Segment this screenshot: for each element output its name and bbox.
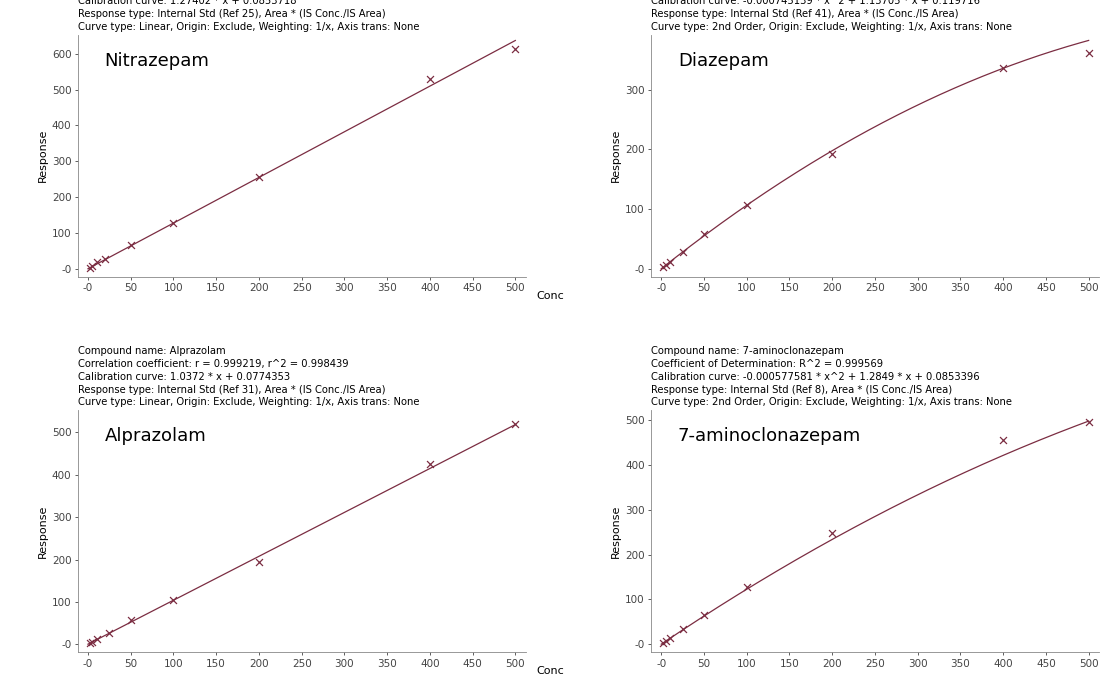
Text: Compound name: 7-aminoclonazepam
Coefficient of Determination: R^2 = 0.999569
Ca: Compound name: 7-aminoclonazepam Coeffic… [650,346,1012,407]
Point [250,171,268,183]
Point [1080,47,1098,58]
Point [995,435,1012,446]
Point [81,262,99,273]
Point [824,527,841,539]
Point [97,253,114,264]
Point [83,636,101,648]
Text: Conc: Conc [537,666,565,676]
Point [506,44,524,55]
Point [100,627,118,638]
Point [88,257,105,268]
Text: Diazepam: Diazepam [678,51,768,69]
Point [738,582,756,593]
Point [654,637,672,648]
Point [88,634,105,645]
Point [506,418,524,430]
Point [674,246,692,257]
Point [660,256,678,267]
Text: 7-aminoclonazepam: 7-aminoclonazepam [678,427,861,445]
Text: Compound name: Nitrazepam
Correlation coefficient: r = 0.999547, r^2 = 0.999094
: Compound name: Nitrazepam Correlation co… [78,0,420,32]
Y-axis label: Response: Response [38,505,48,558]
Point [164,594,182,605]
Y-axis label: Response: Response [610,505,620,558]
Point [421,459,438,470]
Point [824,148,841,159]
Point [674,624,692,635]
Point [660,633,678,644]
Y-axis label: Response: Response [610,129,620,183]
Y-axis label: Response: Response [38,129,48,183]
Point [164,217,182,228]
Text: Nitrazepam: Nitrazepam [104,51,210,69]
Text: Conc: Conc [537,291,565,301]
Point [421,74,438,85]
Point [654,262,672,273]
Text: Compound name: Diazepam
Coefficient of Determination: R^2 = 0.999372
Calibration: Compound name: Diazepam Coefficient of D… [650,0,1012,32]
Point [995,62,1012,74]
Point [250,556,268,567]
Point [695,609,713,620]
Point [657,636,675,647]
Point [81,637,99,648]
Point [1080,416,1098,428]
Point [122,614,140,625]
Text: Compound name: Alprazolam
Correlation coefficient: r = 0.999219, r^2 = 0.998439
: Compound name: Alprazolam Correlation co… [78,346,420,407]
Point [695,228,713,239]
Point [122,239,140,251]
Text: Alprazolam: Alprazolam [104,427,206,445]
Point [83,260,101,271]
Point [738,199,756,210]
Point [657,260,675,271]
